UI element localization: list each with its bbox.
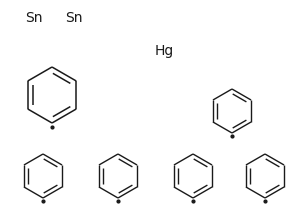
Text: Hg: Hg [155, 44, 174, 58]
Text: Sn: Sn [65, 11, 83, 25]
Text: Sn: Sn [25, 11, 42, 25]
